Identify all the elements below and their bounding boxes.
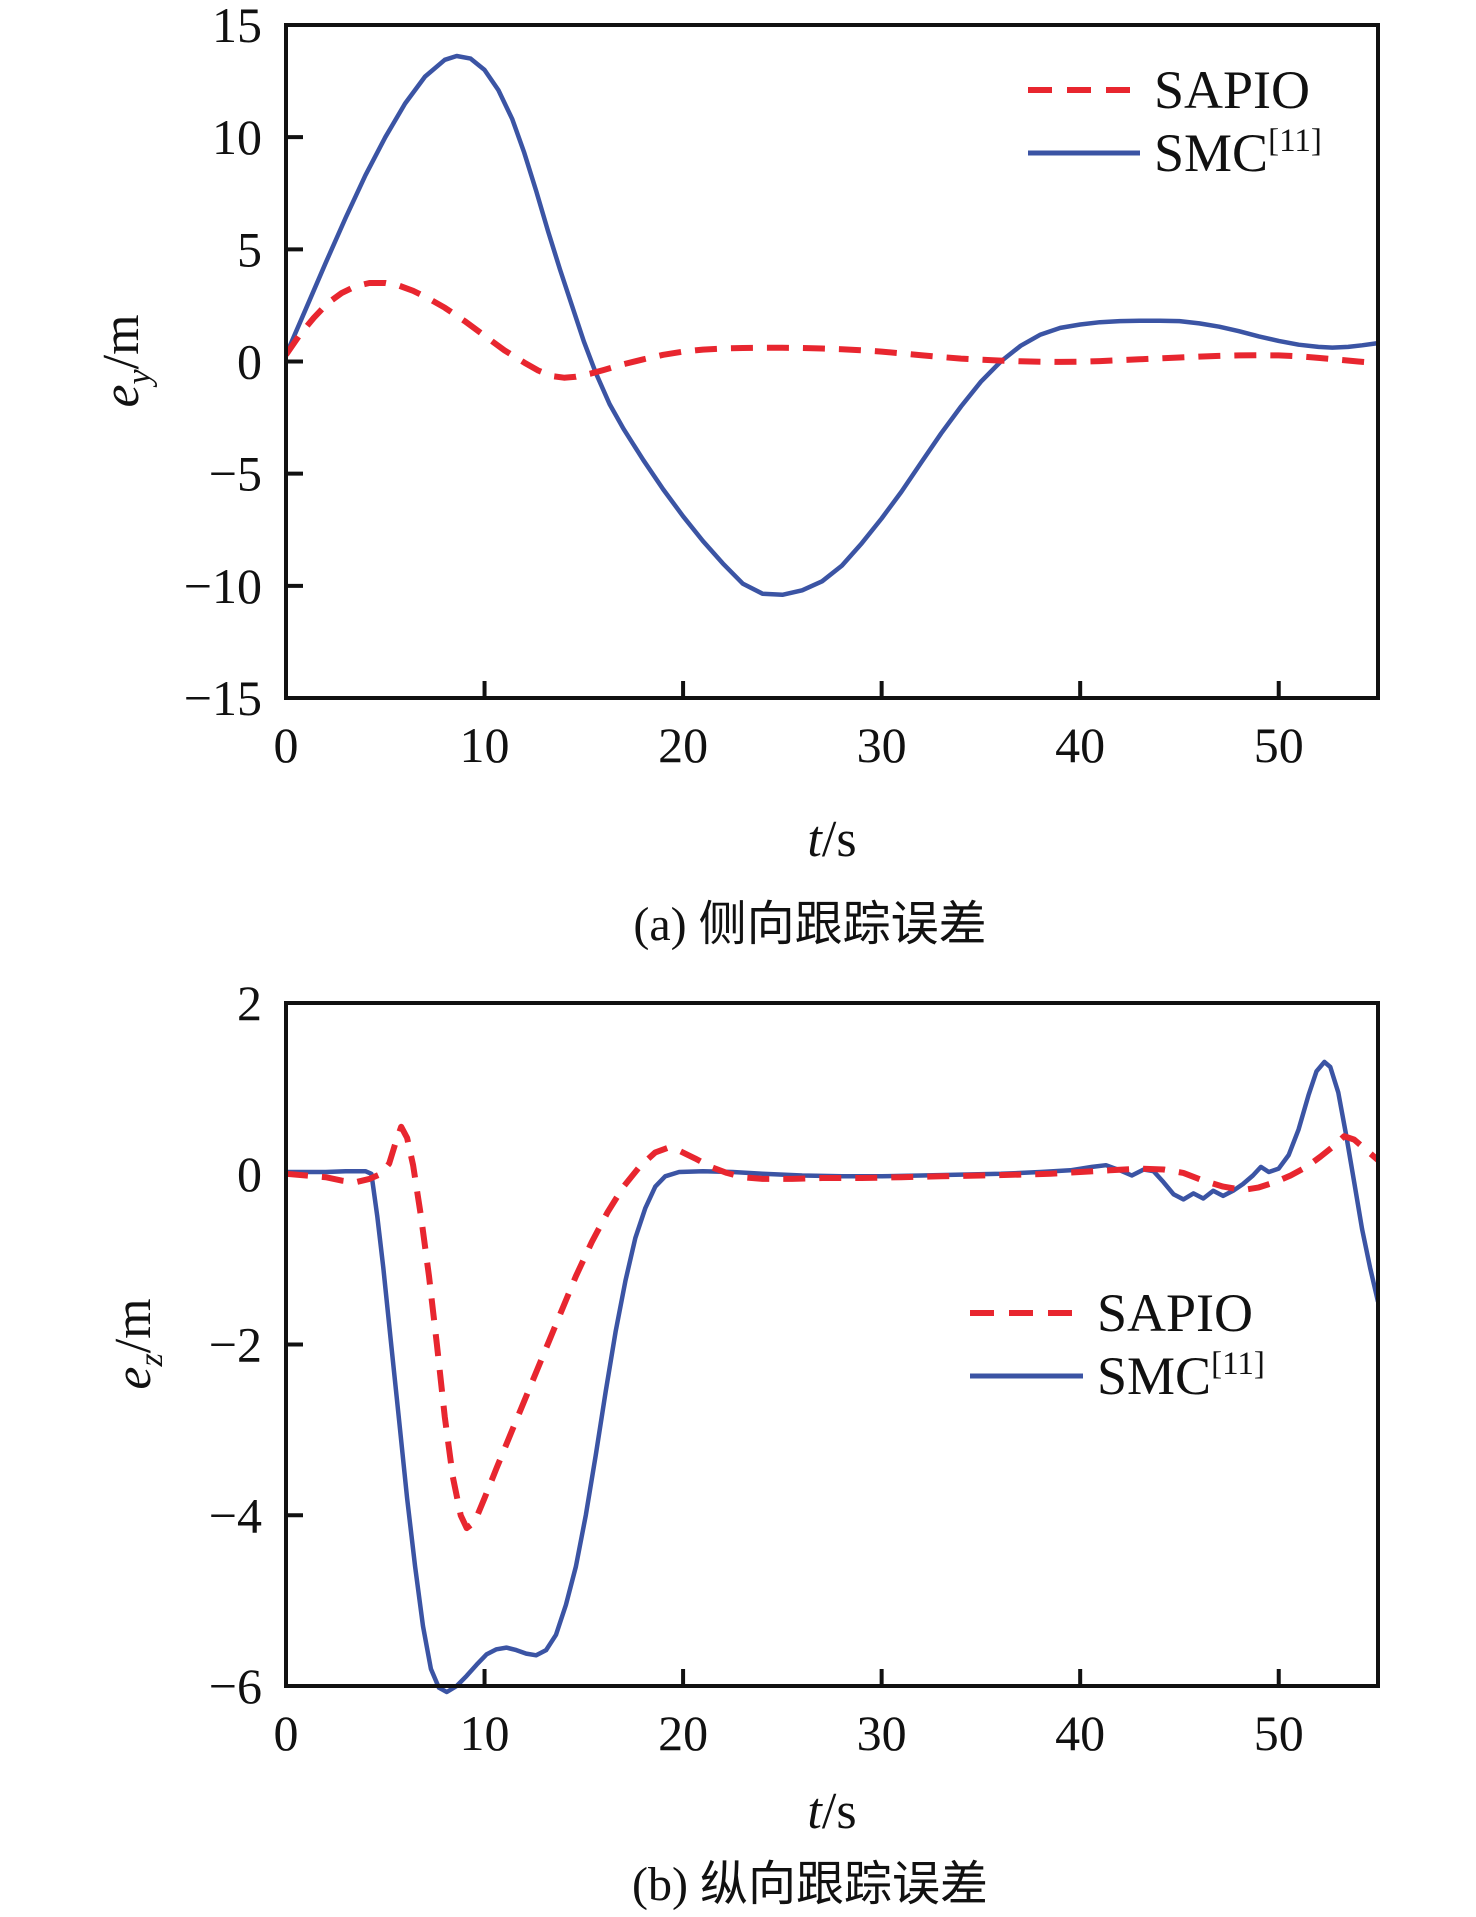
y-tick-label-b: 0	[237, 1146, 262, 1202]
legend-b-smc-label: SMC[11]	[1097, 1346, 1265, 1406]
series-sapio-a	[284, 280, 1379, 381]
y-tick-label-a: −5	[209, 446, 262, 502]
caption-a: (a) 侧向跟踪误差	[633, 898, 986, 951]
x-tick-label-a: 40	[1055, 717, 1105, 773]
y-tick-label-a: 5	[237, 221, 262, 277]
y-axis-label-a: ey/m	[93, 314, 158, 407]
y-tick-label-a: −15	[184, 670, 262, 726]
x-tick-label-b: 10	[460, 1705, 510, 1761]
x-tick-label-b: 40	[1055, 1705, 1105, 1761]
x-tick-label-b: 0	[274, 1705, 299, 1761]
legend-a-smc-label: SMC[11]	[1154, 123, 1322, 183]
legend-b-sapio-label: SAPIO	[1097, 1283, 1253, 1343]
y-axis-label-b: ez/m	[105, 1298, 170, 1389]
caption-b: (b) 纵向跟踪误差	[632, 1858, 988, 1911]
legend-b: SAPIO SMC[11]	[970, 1283, 1265, 1406]
y-tick-label-b: 2	[237, 975, 262, 1031]
x-tick-label-a: 50	[1254, 717, 1304, 773]
legend-a-sapio-label: SAPIO	[1154, 60, 1310, 120]
x-tick-label-b: 30	[857, 1705, 907, 1761]
plot-border-a	[284, 23, 1380, 700]
series-sapio-b	[285, 1123, 1380, 1532]
x-tick-label-a: 20	[658, 717, 708, 773]
plot-border-b	[284, 1001, 1380, 1688]
y-tick-label-a: −10	[184, 558, 262, 614]
y-tick-label-b: −2	[209, 1317, 262, 1373]
y-tick-label-a: 15	[212, 0, 262, 53]
x-tick-label-a: 10	[460, 717, 510, 773]
y-tick-label-a: 10	[212, 109, 262, 165]
x-tick-label-b: 20	[658, 1705, 708, 1761]
x-axis-label-a: t/s	[807, 811, 856, 868]
series-smc-a	[284, 53, 1379, 598]
x-tick-label-a: 30	[857, 717, 907, 773]
y-tick-label-b: −4	[209, 1487, 262, 1543]
y-tick-label-a: 0	[237, 334, 262, 390]
x-tick-label-b: 50	[1254, 1705, 1304, 1761]
x-tick-label-a: 0	[274, 717, 299, 773]
x-axis-label-b: t/s	[807, 1783, 856, 1840]
legend-a: SAPIO SMC[11]	[1028, 60, 1322, 183]
y-tick-label-b: −6	[209, 1658, 262, 1714]
